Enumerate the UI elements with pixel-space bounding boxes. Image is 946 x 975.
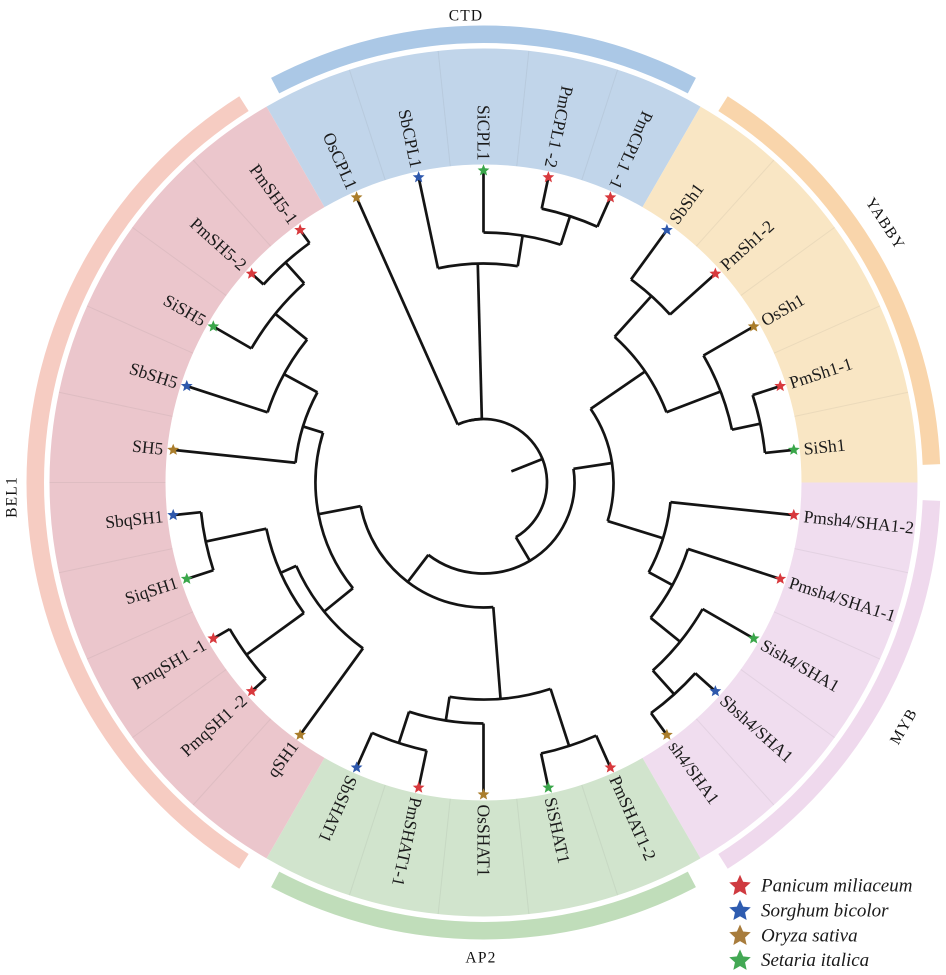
svg-text:Sorghum bicolor: Sorghum bicolor	[761, 900, 889, 921]
svg-text:SiSh1: SiSh1	[803, 435, 847, 459]
svg-text:AP2: AP2	[465, 950, 496, 967]
svg-text:BEL1: BEL1	[4, 476, 21, 518]
svg-text:SH5: SH5	[131, 436, 164, 459]
svg-text:OsSHAT1: OsSHAT1	[474, 805, 494, 877]
svg-text:SiCPL1: SiCPL1	[474, 105, 494, 160]
svg-text:Panicum miliaceum: Panicum miliaceum	[760, 876, 912, 897]
svg-text:CTD: CTD	[449, 8, 484, 25]
svg-text:Setaria italica: Setaria italica	[761, 950, 869, 971]
svg-text:Oryza sativa: Oryza sativa	[761, 925, 858, 946]
